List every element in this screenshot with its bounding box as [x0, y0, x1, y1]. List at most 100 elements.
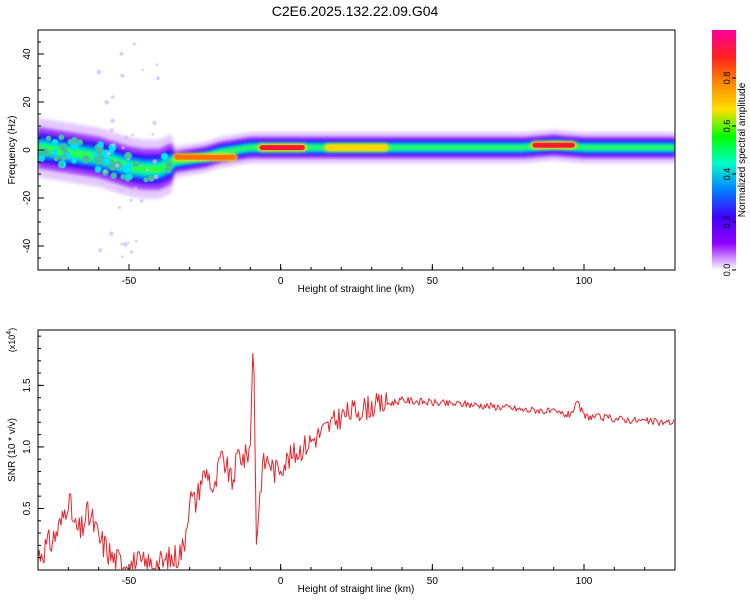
snr-y-tick-label: 1.0	[22, 440, 33, 454]
spectral-speckle	[165, 160, 173, 168]
spectral-speckle	[160, 152, 169, 160]
spectrogram-y-tick-label: -40	[22, 238, 33, 253]
spectrogram-y-ticks: -40 -20 0 20 40	[22, 29, 44, 271]
spectral-speckle	[94, 165, 102, 173]
spectral-speckle	[123, 165, 131, 174]
spectral-outlier	[132, 42, 136, 46]
colorbar-tick-label: 0.0	[722, 264, 732, 277]
spectral-outlier	[111, 143, 116, 147]
colorbar-ticks: 0.0 0.2 0.4 0.6 0.8	[722, 72, 736, 277]
spectral-outlier	[153, 174, 159, 180]
spectrogram-x-tick-label: 50	[427, 276, 439, 287]
snr-frame	[37, 329, 676, 571]
colorbar-label: Normalized spectral amplitude	[737, 82, 748, 217]
spectral-outlier	[118, 189, 122, 193]
spectral-outlier	[120, 73, 125, 78]
spectral-speckle	[164, 166, 172, 174]
spectral-outlier	[98, 248, 103, 253]
snr-x-ticks: -50 0 50 100	[37, 564, 676, 587]
spectral-speckle	[45, 135, 52, 142]
spectral-speckle	[93, 156, 103, 165]
page-title: C2E6.2025.132.22.09.G04	[272, 3, 439, 19]
snr-y-tick-label: 1.5	[22, 378, 33, 392]
spectral-outlier	[118, 205, 122, 209]
colorbar: 0.0 0.2 0.4 0.6 0.8 Normalized spectral ampl…	[712, 30, 748, 276]
peak-region	[259, 145, 305, 151]
spectral-outlier	[127, 158, 130, 161]
spectral-speckle	[102, 157, 111, 166]
spectral-speckle	[143, 177, 149, 183]
spectral-speckle	[92, 152, 99, 159]
spectral-speckle	[58, 134, 65, 141]
spectral-outlier	[115, 163, 120, 168]
spectral-outlier	[120, 242, 124, 246]
spectral-speckle	[71, 137, 78, 144]
spectral-outlier	[121, 146, 125, 150]
spectral-outlier	[141, 68, 145, 72]
spectral-outlier	[110, 95, 115, 99]
peak-region	[326, 145, 387, 151]
spectral-outlier	[134, 186, 138, 190]
spectral-outlier	[155, 63, 159, 67]
spectral-speckle	[76, 139, 83, 146]
spectral-outlier	[129, 198, 133, 202]
spectrogram-x-tick-label: 100	[576, 276, 593, 287]
spectral-speckle	[95, 146, 104, 155]
spectral-speckle	[132, 160, 140, 168]
spectrogram-heat-layer	[38, 42, 675, 259]
spectral-outlier	[109, 231, 114, 236]
snr-y-ticks: 0.5 1.0 1.5	[22, 335, 44, 559]
spectral-speckle	[53, 155, 60, 162]
spectral-outlier	[103, 170, 107, 174]
spectral-speckle	[71, 158, 77, 164]
spectral-outlier	[152, 159, 157, 164]
peak-region	[174, 154, 236, 160]
spectral-outlier	[120, 255, 124, 259]
spectral-outlier	[127, 241, 130, 244]
spectrogram-y-tick-label: 20	[22, 96, 33, 108]
spectral-outlier	[110, 118, 115, 124]
snr-y-multiplier: (x104)	[6, 328, 17, 352]
band-layer-cyan	[38, 141, 675, 176]
spectral-outlier	[131, 133, 134, 137]
spectral-outlier	[123, 242, 128, 247]
spectrogram-y-tick-label: -20	[22, 190, 33, 205]
spectral-outlier	[128, 141, 133, 146]
snr-x-tick-label: -50	[122, 576, 137, 587]
spectral-outlier	[134, 240, 138, 243]
spectral-outlier	[151, 133, 155, 136]
snr-x-tick-label: 0	[278, 576, 284, 587]
snr-plot-area	[38, 330, 675, 570]
snr-y-axis-label: SNR (10 * v/v)	[7, 418, 18, 482]
spectral-outlier	[119, 51, 124, 56]
spectral-speckle	[148, 175, 155, 182]
snr-x-tick-label: 50	[427, 576, 439, 587]
spectral-outlier	[124, 135, 129, 141]
spectral-speckle	[120, 174, 126, 180]
colorbar-tick-label: 0.6	[722, 120, 732, 133]
spectral-outlier	[104, 100, 110, 105]
spectral-outlier	[139, 199, 144, 203]
spectral-outlier	[100, 182, 104, 186]
spectral-speckle	[58, 161, 64, 168]
snr-x-axis-label: Height of straight line (km)	[298, 584, 415, 595]
spectral-outlier	[109, 128, 114, 133]
spectral-speckle	[52, 138, 59, 145]
spectral-speckle	[51, 148, 58, 155]
spectral-speckle	[59, 153, 67, 161]
spectrogram-x-tick-label: -50	[122, 276, 137, 287]
snr-y-tick-label: 0.5	[22, 501, 33, 515]
spectrogram-y-axis-label: Frequency (Hz)	[7, 116, 18, 185]
peak-region	[532, 142, 575, 148]
spectral-speckle	[101, 149, 110, 158]
spectral-outlier	[106, 152, 110, 156]
snr-x-tick-label: 100	[576, 576, 593, 587]
spectral-outlier	[152, 120, 157, 125]
colorbar-tick-label: 0.4	[722, 168, 732, 181]
spectral-speckle	[59, 143, 67, 151]
colorbar-gradient	[712, 30, 736, 270]
spectral-outlier	[96, 69, 102, 75]
colorbar-tick-label: 0.2	[722, 216, 732, 229]
spectral-speckle	[110, 172, 117, 179]
